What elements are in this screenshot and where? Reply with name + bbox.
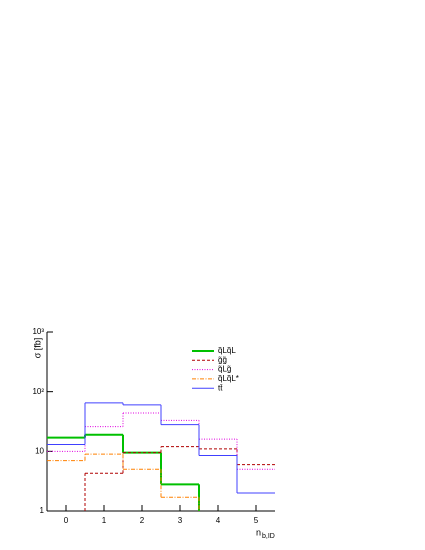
x-tick-label: 0 xyxy=(64,516,69,525)
x-tick-label: 4 xyxy=(216,516,221,525)
legend-label: tt̄ xyxy=(218,383,223,392)
y-tick-label: 10 xyxy=(35,446,44,455)
legend-label: q̃Lg̃ xyxy=(218,365,232,374)
y-axis-label: σ [fb] xyxy=(32,338,42,359)
x-tick-label: 1 xyxy=(102,516,107,525)
x-tick-label: 2 xyxy=(140,516,145,525)
legend-label: q̃Lq̃L* xyxy=(218,374,239,383)
x-axis-label-sub: b,ID xyxy=(262,533,275,540)
x-tick-label: 3 xyxy=(178,516,183,525)
y-tick-label: 10² xyxy=(32,387,44,396)
y-tick-label: 1 xyxy=(40,506,45,515)
legend-label: q̃Lq̃L xyxy=(218,346,237,355)
x-tick-label: 5 xyxy=(254,516,259,525)
legend-label: g̃g̃ xyxy=(218,355,227,364)
y-tick-label: 10³ xyxy=(32,327,44,336)
x-axis-label: n xyxy=(256,527,261,537)
